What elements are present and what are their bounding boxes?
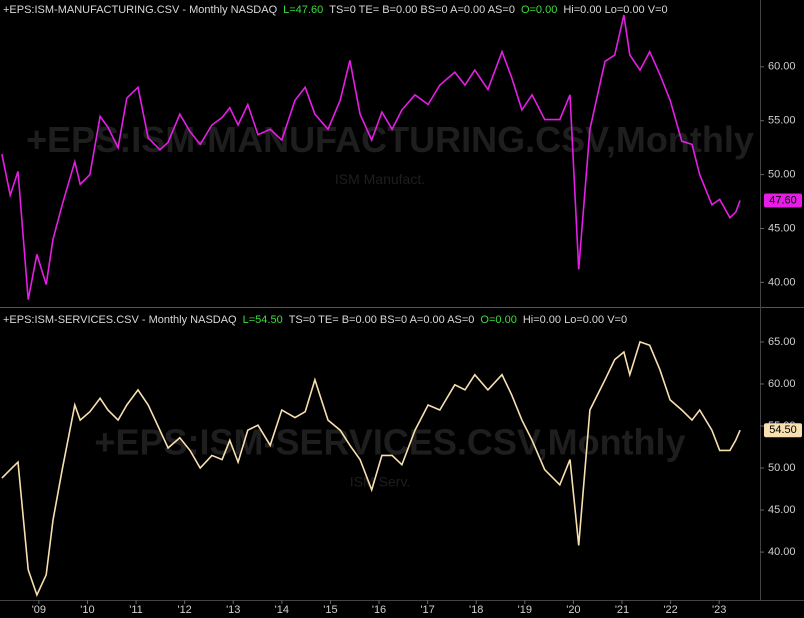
panel-header: +EPS:ISM-SERVICES.CSV - Monthly NASDAQ L=…	[3, 314, 627, 326]
x-tick-label: '19	[518, 604, 532, 616]
last-value-box	[764, 193, 802, 208]
header-segment: TS=0 TE= B=0.00 BS=0 A=0.00 AS=0	[289, 314, 475, 326]
panel-header: +EPS:ISM-MANUFACTURING.CSV - Monthly NAS…	[3, 4, 668, 16]
x-tick-label: '09	[32, 604, 46, 616]
series-line	[1, 340, 741, 598]
header-segment: Hi=0.00 Lo=0.00 V=0	[563, 4, 667, 16]
last-value-label: 54.50	[769, 424, 797, 436]
watermark-subtitle: ISM Serv.	[350, 474, 410, 490]
watermark-subtitle: ISM Manufact.	[335, 171, 425, 187]
x-tick-label: '22	[663, 604, 677, 616]
last-value-box	[764, 423, 802, 438]
y-tick-label: 50.00	[768, 462, 796, 474]
header-segment: +EPS:ISM-MANUFACTURING.CSV - Monthly NAS…	[3, 4, 278, 16]
x-tick-label: '11	[129, 604, 143, 616]
header-segment: TS=0 TE= B=0.00 BS=0 A=0.00 AS=0	[329, 4, 515, 16]
y-tick-label: 55.00	[768, 115, 796, 127]
x-tick-label: '16	[372, 604, 386, 616]
x-tick-label: '12	[177, 604, 191, 616]
y-tick-label: 45.00	[768, 504, 796, 516]
x-tick-label: '21	[615, 604, 629, 616]
x-tick-label: '13	[226, 604, 240, 616]
x-tick-label: '23	[712, 604, 726, 616]
x-tick-label: '15	[323, 604, 337, 616]
header-segment: +EPS:ISM-SERVICES.CSV - Monthly NASDAQ	[3, 314, 237, 326]
header-segment: O=0.00	[480, 314, 516, 326]
y-tick-label: 50.00	[768, 168, 796, 180]
y-tick-label: 60.00	[768, 378, 796, 390]
x-tick-label: '18	[469, 604, 483, 616]
header-segment: Hi=0.00 Lo=0.00 V=0	[523, 314, 627, 326]
series-line	[1, 14, 741, 300]
header-segment: O=0.00	[521, 4, 557, 16]
x-tick-label: '10	[80, 604, 94, 616]
header-segment: L=54.50	[243, 314, 283, 326]
y-tick-label: 45.00	[768, 222, 796, 234]
y-tick-label: 65.00	[768, 336, 796, 348]
last-value-label: 47.60	[769, 194, 797, 206]
x-tick-label: '14	[275, 604, 289, 616]
y-tick-label: 40.00	[768, 546, 796, 558]
x-tick-label: '17	[420, 604, 434, 616]
y-tick-label: 60.00	[768, 61, 796, 73]
y-tick-label: 40.00	[768, 276, 796, 288]
header-segment: L=47.60	[283, 4, 323, 16]
x-tick-label: '20	[566, 604, 580, 616]
